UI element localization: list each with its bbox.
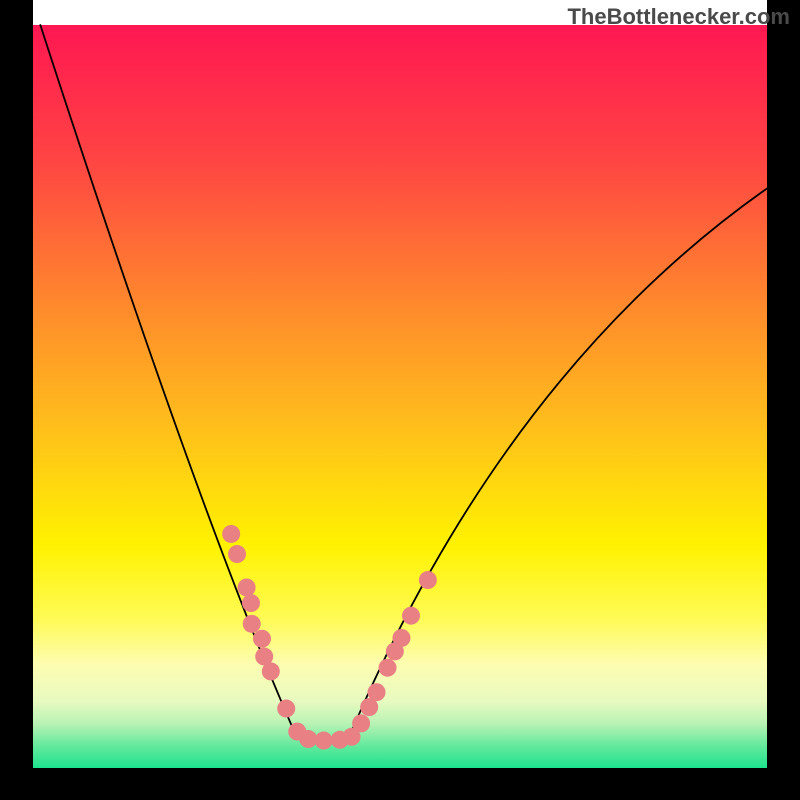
marker-point — [262, 662, 280, 680]
marker-point — [402, 607, 420, 625]
marker-point — [392, 629, 410, 647]
marker-point — [299, 730, 317, 748]
frame-border — [0, 0, 33, 800]
marker-point — [242, 594, 260, 612]
marker-point — [379, 659, 397, 677]
marker-point — [277, 700, 295, 718]
marker-point — [352, 714, 370, 732]
marker-point — [222, 525, 240, 543]
marker-point — [419, 571, 437, 589]
marker-point — [228, 545, 246, 563]
frame-border — [0, 768, 800, 800]
marker-point — [253, 630, 271, 648]
marker-point — [368, 683, 386, 701]
marker-point — [315, 732, 333, 750]
frame-border — [767, 0, 800, 800]
watermark-text: TheBottlenecker.com — [567, 4, 790, 30]
marker-point — [243, 615, 261, 633]
chart-stage: TheBottlenecker.com — [0, 0, 800, 800]
marker-point — [238, 578, 256, 596]
chart-svg — [0, 0, 800, 800]
